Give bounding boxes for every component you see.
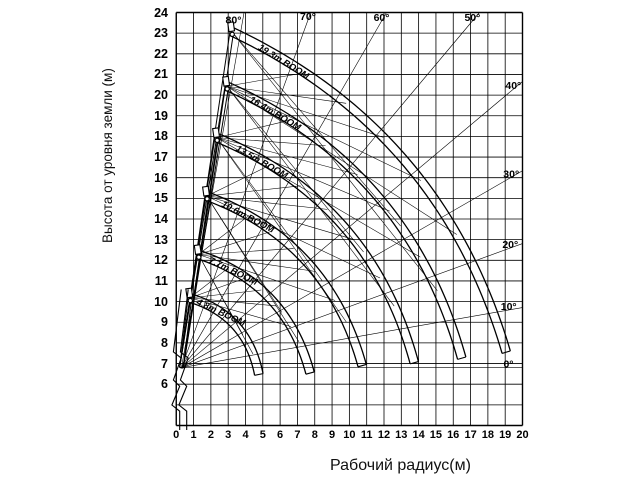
svg-text:13.5m BOOM: 13.5m BOOM [234, 143, 290, 180]
svg-text:80°: 80° [226, 15, 242, 27]
svg-text:19.3m BOOM: 19.3m BOOM [256, 42, 311, 81]
svg-text:70°: 70° [300, 11, 316, 23]
svg-text:16.4m BOOM: 16.4m BOOM [248, 94, 303, 132]
svg-text:50°: 50° [464, 12, 480, 24]
svg-text:20°: 20° [502, 239, 518, 251]
svg-text:4.8m BOOM: 4.8m BOOM [194, 296, 247, 328]
svg-text:0°: 0° [503, 359, 513, 371]
svg-text:30°: 30° [503, 168, 519, 180]
svg-text:40°: 40° [505, 80, 521, 92]
svg-text:10°: 10° [501, 301, 517, 313]
svg-text:60°: 60° [374, 12, 390, 24]
